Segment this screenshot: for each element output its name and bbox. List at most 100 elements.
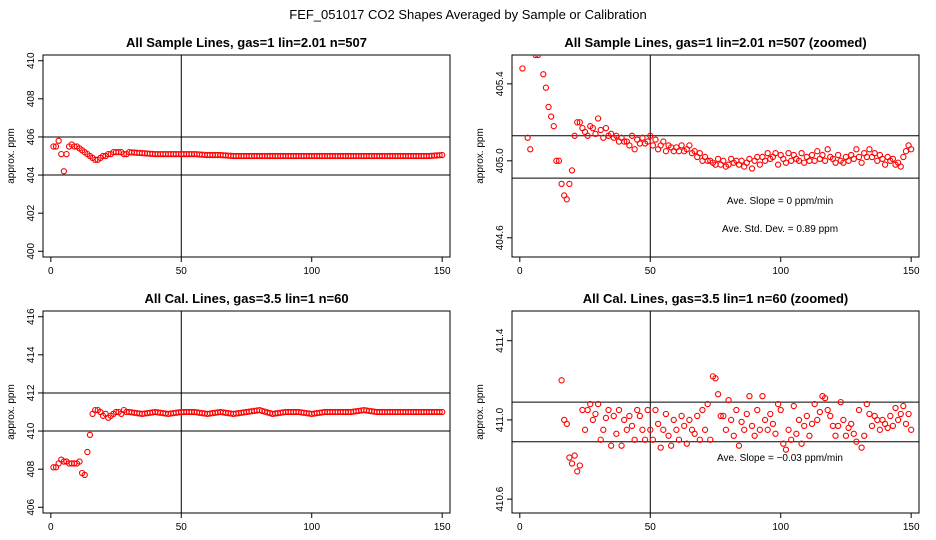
- data-point: [704, 157, 711, 164]
- data-point: [761, 157, 769, 164]
- x-tick-label: 150: [903, 266, 920, 277]
- data-point: [871, 149, 878, 157]
- x-tick-label: 50: [645, 522, 657, 533]
- data-point: [76, 458, 83, 465]
- data-points: [519, 55, 915, 203]
- data-point: [550, 123, 557, 130]
- data-point: [558, 180, 565, 188]
- data-point: [607, 442, 615, 449]
- data-point: [858, 444, 865, 451]
- data-point: [743, 410, 750, 418]
- data-points: [50, 406, 446, 479]
- data-point: [712, 375, 719, 382]
- data-point: [717, 412, 724, 420]
- data-point: [897, 163, 904, 170]
- data-point: [814, 416, 821, 424]
- y-tick-label: 408: [26, 90, 37, 107]
- data-point: [894, 416, 902, 424]
- data-point: [900, 153, 907, 161]
- data-point: [660, 426, 667, 433]
- data-point: [439, 408, 446, 416]
- data-point: [657, 444, 664, 451]
- data-point: [782, 159, 790, 166]
- y-axis-label: approx. ppm: [6, 384, 17, 440]
- data-point: [613, 430, 620, 437]
- data-point: [788, 157, 795, 164]
- data-point: [652, 406, 659, 414]
- data-point: [84, 448, 91, 456]
- data-point: [855, 153, 863, 161]
- data-point: [626, 142, 633, 149]
- data-point: [621, 138, 628, 145]
- data-point: [652, 136, 659, 143]
- data-point: [694, 412, 701, 420]
- data-point: [728, 416, 735, 424]
- data-point: [589, 124, 597, 132]
- data-point: [819, 151, 826, 159]
- data-point: [834, 422, 842, 430]
- data-point: [785, 149, 792, 157]
- data-point: [785, 426, 792, 433]
- data-point: [524, 134, 531, 141]
- data-point: [115, 149, 122, 156]
- data-point: [639, 426, 646, 433]
- data-point: [631, 436, 638, 443]
- data-point: [699, 406, 706, 414]
- data-point: [50, 464, 57, 471]
- data-point: [63, 150, 70, 158]
- x-tick-label: 50: [176, 522, 188, 533]
- data-point: [840, 159, 847, 166]
- data-point: [594, 400, 602, 408]
- data-point: [777, 406, 784, 414]
- chart-title-3: All Cal. Lines, gas=3.5 lin=1 n=60: [144, 291, 348, 306]
- data-point: [665, 432, 672, 439]
- data-point: [806, 157, 813, 164]
- data-point: [798, 440, 805, 447]
- data-point: [780, 440, 787, 447]
- y-tick-label: 412: [26, 384, 37, 401]
- data-point: [55, 137, 62, 144]
- data-point: [874, 416, 881, 424]
- data-point: [788, 436, 795, 443]
- data-point: [547, 113, 555, 120]
- data-point: [881, 161, 889, 168]
- data-point: [597, 126, 604, 134]
- data-point: [887, 412, 894, 420]
- data-point: [613, 132, 620, 139]
- data-point: [767, 410, 774, 418]
- data-point: [892, 404, 899, 412]
- data-point: [837, 398, 844, 406]
- data-point: [532, 55, 539, 59]
- data-point: [889, 155, 897, 163]
- y-axis-label: approx. ppm: [6, 128, 17, 184]
- data-point: [631, 146, 638, 153]
- data-point: [683, 440, 690, 447]
- data-point: [584, 132, 591, 139]
- data-point: [803, 412, 810, 420]
- data-point: [678, 142, 685, 149]
- data-point: [545, 103, 552, 111]
- data-point: [563, 196, 570, 203]
- data-point: [60, 458, 68, 465]
- data-point: [112, 408, 120, 416]
- data-point: [845, 157, 852, 164]
- data-point: [99, 152, 107, 160]
- data-point: [741, 426, 748, 433]
- data-point: [644, 406, 651, 414]
- x-tick-label: 50: [176, 266, 188, 277]
- data-point: [754, 406, 761, 414]
- data-point: [795, 416, 803, 424]
- data-point: [798, 149, 805, 157]
- data-point: [696, 436, 703, 443]
- x-tick-label: 100: [772, 522, 789, 533]
- data-point: [761, 416, 769, 424]
- data-point: [566, 454, 573, 461]
- data-point: [542, 84, 550, 91]
- data-point: [675, 148, 683, 155]
- data-point: [574, 468, 581, 475]
- plot-frame: [511, 54, 920, 258]
- data-point: [568, 460, 576, 467]
- data-point: [863, 400, 870, 408]
- data-point: [610, 412, 617, 420]
- data-point: [662, 148, 670, 155]
